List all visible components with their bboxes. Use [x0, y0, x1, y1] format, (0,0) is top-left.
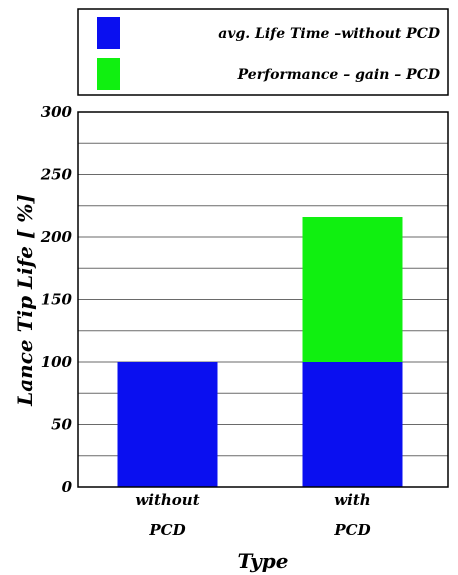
x-tick-label-1-line-1: PCD [333, 521, 370, 539]
y-tick-label-300: 300 [41, 103, 73, 121]
bar-with-pcd-series-0 [302, 362, 403, 487]
legend-swatch-performance-gain [97, 58, 120, 90]
y-tick-label-50: 50 [51, 416, 72, 434]
x-tick-label-0-line-0: without [135, 491, 199, 509]
plot-frame [77, 111, 449, 488]
bar-with-pcd-series-1 [302, 217, 403, 362]
y-tick-label-100: 100 [41, 353, 73, 371]
x-tick-labels: without PCD with PCD [135, 491, 370, 539]
bar-without-pcd-series-0 [117, 362, 218, 487]
x-axis-label: Type [237, 549, 288, 573]
bars [117, 217, 403, 487]
y-axis-label: Lance Tip Life [ %] [13, 194, 37, 407]
legend-box [77, 8, 449, 96]
legend: avg. Life Time –without PCD Performance … [77, 8, 449, 96]
legend-swatch-avg-life-time [97, 17, 120, 49]
x-tick-label-1-line-0: with [334, 491, 370, 509]
y-tick-label-250: 250 [40, 166, 73, 184]
y-tick-label-0: 0 [62, 478, 73, 496]
legend-label-performance-gain: Performance – gain – PCD [237, 67, 441, 83]
y-tick-labels: 0 50 100 150 200 250 300 [40, 103, 73, 496]
y-tick-label-200: 200 [40, 228, 73, 246]
x-tick-label-0-line-1: PCD [148, 521, 185, 539]
legend-label-avg-life-time: avg. Life Time –without PCD [218, 26, 441, 42]
y-tick-label-150: 150 [41, 291, 73, 309]
